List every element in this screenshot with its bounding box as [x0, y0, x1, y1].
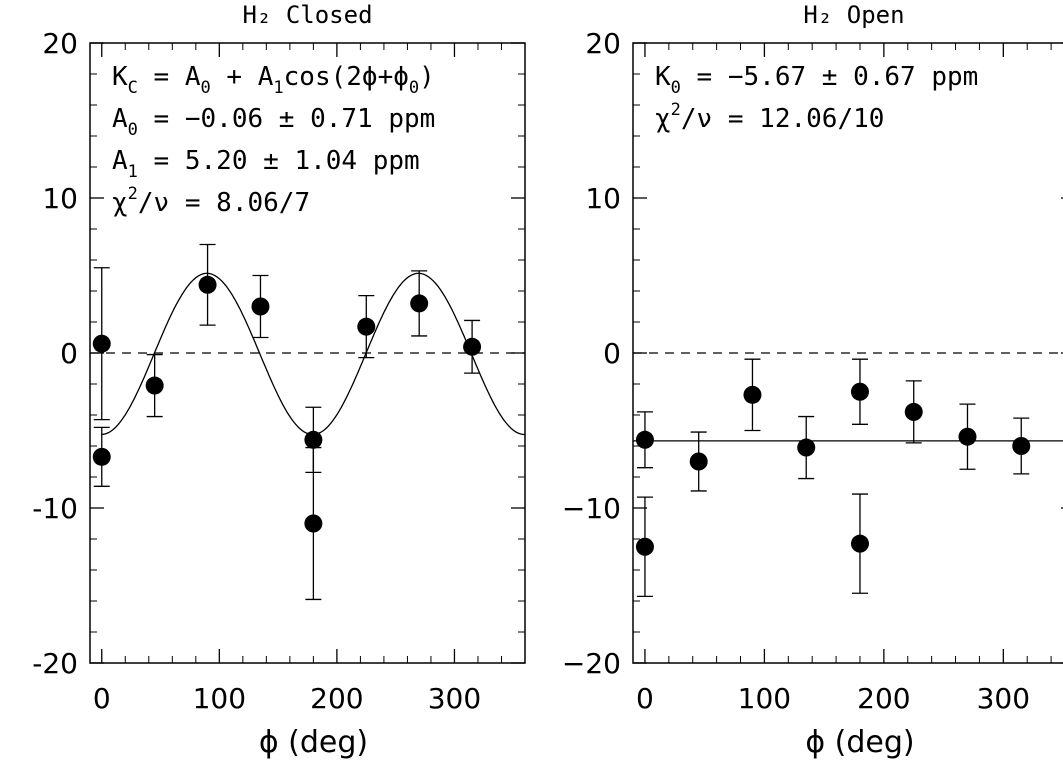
annotation-part: K: [112, 62, 128, 92]
panel-title: H₂ Open: [803, 1, 904, 29]
annotation-part: + A: [211, 62, 274, 92]
data-point: [850, 382, 869, 401]
annotation-part: 2: [128, 184, 138, 204]
x-tick-label: 0: [93, 682, 111, 715]
annotation-part: ): [419, 62, 435, 92]
annotation-part: 0: [671, 78, 681, 98]
annotation-part: 0: [409, 78, 419, 98]
data-point: [92, 334, 111, 353]
annotation-part: 0: [128, 120, 138, 140]
data-point: [689, 452, 708, 471]
data-point: [251, 297, 270, 316]
annotation-part: cos(2ϕ+ϕ: [284, 62, 409, 92]
data-point: [904, 402, 923, 421]
data-point: [463, 337, 482, 356]
annotation-line: χ2/ν = 8.06/7: [112, 184, 310, 218]
x-tick-label: 300: [428, 682, 481, 715]
annotation-part: K: [655, 62, 671, 92]
data-point: [1012, 437, 1031, 455]
data-point: [635, 537, 654, 556]
annotation-line: A0 = −0.06 ± 0.71 ppm: [112, 104, 435, 140]
annotation-line: A1 = 5.20 ± 1.04 ppm: [112, 146, 420, 182]
y-tick-label: -20: [32, 647, 78, 680]
annotation-part: /ν = 12.06/10: [681, 104, 885, 134]
y-tick-label: -10: [32, 492, 78, 525]
x-tick-label: 200: [310, 682, 363, 715]
x-axis-label: ϕ (deg): [805, 725, 914, 760]
x-tick-label: 100: [738, 682, 791, 715]
data-point: [743, 385, 762, 404]
annotation-part: A: [112, 104, 128, 134]
data-point: [797, 438, 816, 457]
annotation-line: K0 = −5.67 ± 0.67 ppm: [655, 62, 978, 98]
annotation-part: χ: [112, 188, 128, 218]
data-point: [92, 447, 111, 466]
data-point: [198, 275, 217, 294]
data-point: [357, 317, 376, 336]
data-point: [850, 534, 869, 553]
annotation-line: χ2/ν = 12.06/10: [655, 100, 884, 134]
data-point: [635, 430, 654, 449]
annotation-part: 2: [671, 100, 681, 120]
annotation-part: 1: [273, 78, 283, 98]
y-tick-label: 0: [60, 337, 78, 370]
x-tick-label: 200: [857, 682, 910, 715]
annotation-line: KC = A0 + A1cos(2ϕ+ϕ0): [112, 62, 435, 98]
annotation-part: = 5.20 ± 1.04 ppm: [138, 146, 420, 176]
y-tick-label: 10: [42, 182, 78, 215]
y-tick-label: −10: [562, 492, 621, 525]
y-tick-label: 20: [42, 27, 78, 60]
data-point: [410, 294, 429, 313]
x-tick-label: 300: [977, 682, 1030, 715]
y-tick-label: −20: [562, 647, 621, 680]
data-point: [145, 376, 164, 395]
data-point: [958, 427, 977, 446]
x-tick-label: 0: [636, 682, 654, 715]
y-tick-label: 0: [603, 337, 621, 370]
annotation-part: A: [112, 146, 128, 176]
annotation-part: = −0.06 ± 0.71 ppm: [138, 104, 435, 134]
panel-title: H₂ Closed: [242, 1, 372, 29]
annotation-part: C: [128, 78, 138, 98]
y-tick-label: 10: [585, 182, 621, 215]
x-axis-label: ϕ (deg): [259, 725, 368, 760]
x-tick-label: 100: [193, 682, 246, 715]
annotation-part: 1: [128, 162, 138, 182]
annotation-part: χ: [655, 104, 671, 134]
data-point: [304, 430, 323, 449]
annotation-part: /ν = 8.06/7: [138, 188, 310, 218]
annotation-part: = −5.67 ± 0.67 ppm: [681, 62, 978, 92]
annotation-part: 0: [201, 78, 211, 98]
annotation-part: = A: [138, 62, 201, 92]
y-tick-label: 20: [585, 27, 621, 60]
data-point: [304, 514, 323, 533]
